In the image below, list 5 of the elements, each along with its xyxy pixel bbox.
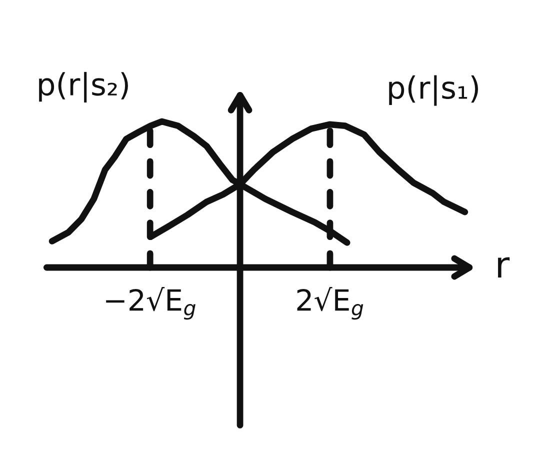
series-label: p(r|s₂) xyxy=(39,72,128,102)
series-label: p(r|s₁) xyxy=(389,75,478,106)
x-axis-title: r xyxy=(498,257,510,278)
x-tick-label: 2√E$_{g}$ xyxy=(297,286,364,320)
x-tick-label: −2√E$_{g}$ xyxy=(106,286,196,320)
